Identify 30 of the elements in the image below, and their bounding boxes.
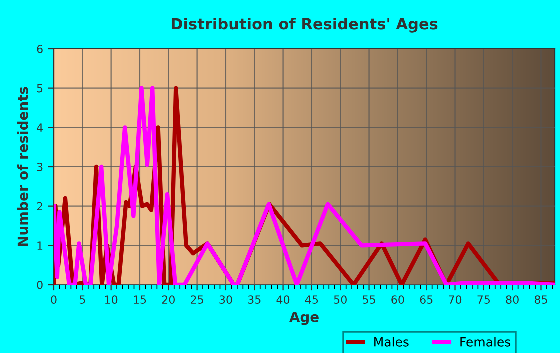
x-tick-label: 10 (105, 296, 118, 304)
x-tick-label: 20 (162, 296, 175, 304)
x-tick-label: 30 (220, 296, 232, 304)
y-tick-label: 6 (37, 44, 43, 54)
x-tick-label: 5 (80, 296, 86, 304)
x-tick-label: 40 (276, 296, 290, 304)
x-tick-label: 35 (248, 296, 261, 304)
y-tick-label: 4 (37, 124, 43, 132)
x-tick-label: 25 (191, 296, 204, 304)
x-tick-label: 50 (334, 296, 347, 304)
x-tick-label: 60 (392, 296, 404, 304)
y-axis-title: Number of residents (18, 87, 28, 246)
x-tick-label: 80 (506, 296, 519, 304)
x-tick-label: 85 (534, 296, 548, 304)
x-axis-title: Age (290, 312, 319, 326)
x-tick-label: 75 (478, 296, 490, 304)
y-tick-label: 1 (38, 242, 43, 250)
x-tick-label: 0 (51, 296, 57, 304)
y-tick-label: 3 (37, 162, 43, 172)
chart-title: Distribution of Residents' Ages (172, 18, 438, 33)
legend-label: Females (460, 337, 511, 347)
x-tick-label: 55 (363, 296, 376, 304)
x-tick-label: 15 (134, 296, 146, 304)
x-tick-label: 65 (420, 296, 433, 304)
y-tick-label: 0 (37, 280, 43, 290)
x-tick-label: 45 (305, 296, 318, 304)
legend-label: Males (374, 337, 409, 347)
y-tick-label: 5 (37, 84, 43, 93)
y-tick-label: 2 (37, 202, 42, 211)
x-tick-label: 70 (449, 296, 462, 304)
